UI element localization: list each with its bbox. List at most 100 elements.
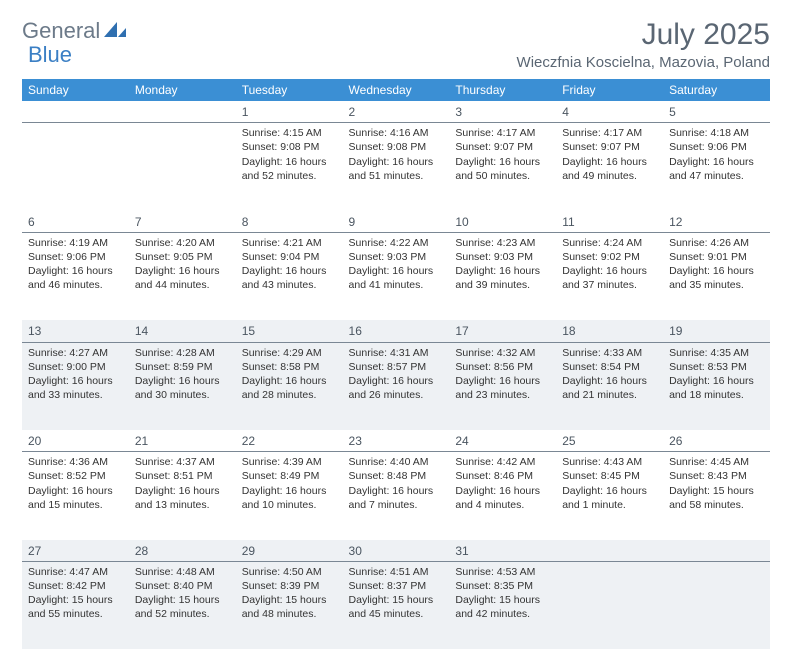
daylight-text: and 15 minutes. — [28, 498, 123, 512]
daylight-text: and 49 minutes. — [562, 169, 657, 183]
day-number-cell: 6 — [22, 211, 129, 233]
daylight-text: and 28 minutes. — [242, 388, 337, 402]
day-data-cell — [556, 561, 663, 649]
day-data-cell — [22, 123, 129, 211]
daylight-text: and 42 minutes. — [455, 607, 550, 621]
daylight-text: Daylight: 16 hours — [455, 264, 550, 278]
weekday-header: Monday — [129, 79, 236, 101]
day-number-cell: 3 — [449, 101, 556, 123]
daylight-text: Daylight: 16 hours — [28, 374, 123, 388]
sunset-text: Sunset: 9:05 PM — [135, 250, 230, 264]
sunset-text: Sunset: 8:52 PM — [28, 469, 123, 483]
daylight-text: and 10 minutes. — [242, 498, 337, 512]
day-data-cell — [129, 123, 236, 211]
day-data-cell: Sunrise: 4:20 AMSunset: 9:05 PMDaylight:… — [129, 232, 236, 320]
daylight-text: and 50 minutes. — [455, 169, 550, 183]
sunrise-text: Sunrise: 4:50 AM — [242, 565, 337, 579]
daylight-text: and 51 minutes. — [349, 169, 444, 183]
header: General July 2025 Wieczfnia Koscielna, M… — [22, 18, 770, 71]
daylight-text: and 52 minutes. — [242, 169, 337, 183]
day-data-row: Sunrise: 4:19 AMSunset: 9:06 PMDaylight:… — [22, 232, 770, 320]
day-number-cell: 9 — [343, 211, 450, 233]
brand-logo: General — [22, 18, 126, 44]
day-number-cell: 30 — [343, 540, 450, 562]
day-number-cell: 17 — [449, 320, 556, 342]
daylight-text: Daylight: 16 hours — [669, 264, 764, 278]
sunrise-text: Sunrise: 4:39 AM — [242, 455, 337, 469]
day-number-cell: 4 — [556, 101, 663, 123]
sunset-text: Sunset: 8:35 PM — [455, 579, 550, 593]
sunrise-text: Sunrise: 4:20 AM — [135, 236, 230, 250]
daylight-text: and 45 minutes. — [349, 607, 444, 621]
daylight-text: Daylight: 15 hours — [669, 484, 764, 498]
sunset-text: Sunset: 8:42 PM — [28, 579, 123, 593]
daylight-text: and 35 minutes. — [669, 278, 764, 292]
day-data-cell: Sunrise: 4:27 AMSunset: 9:00 PMDaylight:… — [22, 342, 129, 430]
day-data-cell: Sunrise: 4:26 AMSunset: 9:01 PMDaylight:… — [663, 232, 770, 320]
day-number-cell: 1 — [236, 101, 343, 123]
day-number-cell: 11 — [556, 211, 663, 233]
sunset-text: Sunset: 8:58 PM — [242, 360, 337, 374]
day-number-cell: 15 — [236, 320, 343, 342]
sunset-text: Sunset: 8:57 PM — [349, 360, 444, 374]
daylight-text: and 55 minutes. — [28, 607, 123, 621]
sunrise-text: Sunrise: 4:31 AM — [349, 346, 444, 360]
daynum-row: 12345 — [22, 101, 770, 123]
day-number-cell: 20 — [22, 430, 129, 452]
day-number-cell: 13 — [22, 320, 129, 342]
daylight-text: and 48 minutes. — [242, 607, 337, 621]
day-data-cell: Sunrise: 4:32 AMSunset: 8:56 PMDaylight:… — [449, 342, 556, 430]
day-number-cell: 18 — [556, 320, 663, 342]
day-number-cell: 19 — [663, 320, 770, 342]
day-data-cell: Sunrise: 4:40 AMSunset: 8:48 PMDaylight:… — [343, 452, 450, 540]
calendar-table: Sunday Monday Tuesday Wednesday Thursday… — [22, 79, 770, 649]
daylight-text: Daylight: 16 hours — [562, 264, 657, 278]
daylight-text: Daylight: 15 hours — [135, 593, 230, 607]
day-data-cell: Sunrise: 4:53 AMSunset: 8:35 PMDaylight:… — [449, 561, 556, 649]
day-data-cell: Sunrise: 4:42 AMSunset: 8:46 PMDaylight:… — [449, 452, 556, 540]
daylight-text: Daylight: 16 hours — [135, 484, 230, 498]
sunset-text: Sunset: 9:01 PM — [669, 250, 764, 264]
day-data-cell: Sunrise: 4:17 AMSunset: 9:07 PMDaylight:… — [449, 123, 556, 211]
sail-icon — [104, 22, 126, 40]
sunrise-text: Sunrise: 4:43 AM — [562, 455, 657, 469]
daylight-text: Daylight: 16 hours — [455, 155, 550, 169]
daylight-text: Daylight: 16 hours — [562, 155, 657, 169]
sunrise-text: Sunrise: 4:26 AM — [669, 236, 764, 250]
daylight-text: Daylight: 16 hours — [242, 264, 337, 278]
sunrise-text: Sunrise: 4:45 AM — [669, 455, 764, 469]
daylight-text: and 18 minutes. — [669, 388, 764, 402]
sunrise-text: Sunrise: 4:35 AM — [669, 346, 764, 360]
day-data-cell: Sunrise: 4:33 AMSunset: 8:54 PMDaylight:… — [556, 342, 663, 430]
sunrise-text: Sunrise: 4:42 AM — [455, 455, 550, 469]
daylight-text: Daylight: 16 hours — [669, 374, 764, 388]
day-number-cell: 5 — [663, 101, 770, 123]
day-data-cell: Sunrise: 4:37 AMSunset: 8:51 PMDaylight:… — [129, 452, 236, 540]
day-data-cell: Sunrise: 4:36 AMSunset: 8:52 PMDaylight:… — [22, 452, 129, 540]
day-number-cell: 14 — [129, 320, 236, 342]
day-data-row: Sunrise: 4:36 AMSunset: 8:52 PMDaylight:… — [22, 452, 770, 540]
daylight-text: Daylight: 16 hours — [28, 264, 123, 278]
daynum-row: 20212223242526 — [22, 430, 770, 452]
daylight-text: Daylight: 16 hours — [455, 374, 550, 388]
daylight-text: Daylight: 16 hours — [349, 484, 444, 498]
sunset-text: Sunset: 8:56 PM — [455, 360, 550, 374]
sunset-text: Sunset: 8:54 PM — [562, 360, 657, 374]
weekday-header: Friday — [556, 79, 663, 101]
sunset-text: Sunset: 9:08 PM — [242, 140, 337, 154]
sunset-text: Sunset: 8:53 PM — [669, 360, 764, 374]
sunset-text: Sunset: 9:06 PM — [669, 140, 764, 154]
brand-part2: Blue — [28, 42, 72, 68]
daylight-text: and 58 minutes. — [669, 498, 764, 512]
daylight-text: and 47 minutes. — [669, 169, 764, 183]
sunset-text: Sunset: 8:39 PM — [242, 579, 337, 593]
day-number-cell: 7 — [129, 211, 236, 233]
sunrise-text: Sunrise: 4:15 AM — [242, 126, 337, 140]
weekday-header: Sunday — [22, 79, 129, 101]
day-data-row: Sunrise: 4:15 AMSunset: 9:08 PM Daylight:… — [22, 123, 770, 211]
day-data-cell: Sunrise: 4:16 AMSunset: 9:08 PMDaylight:… — [343, 123, 450, 211]
day-number-cell: 16 — [343, 320, 450, 342]
sunrise-text: Sunrise: 4:29 AM — [242, 346, 337, 360]
daylight-text: and 26 minutes. — [349, 388, 444, 402]
sunrise-text: Sunrise: 4:24 AM — [562, 236, 657, 250]
